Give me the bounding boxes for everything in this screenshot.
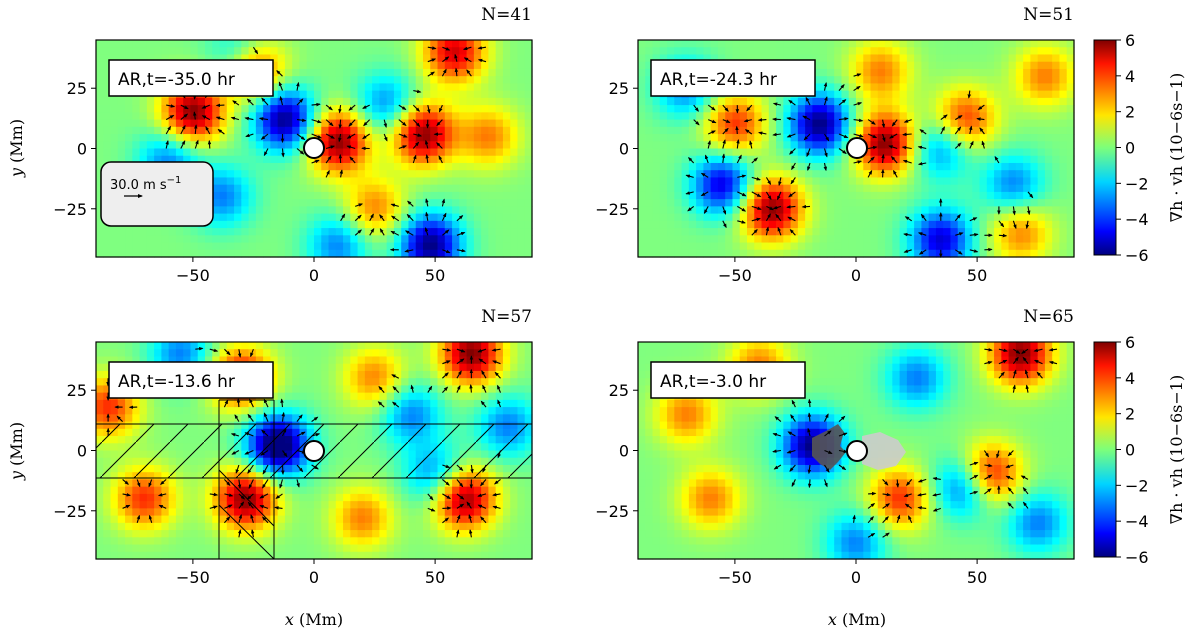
y-tick-label: 25 bbox=[609, 79, 629, 98]
x-tick-label: 0 bbox=[309, 568, 319, 587]
colorbar-tick-label: 0 bbox=[1125, 441, 1135, 460]
y-tick-label: −25 bbox=[595, 502, 629, 521]
panel-2: N=51 AR,t=-24.3 hr −50 0 50 25 0 −25 bbox=[595, 5, 1074, 285]
y-tick-label: 0 bbox=[619, 140, 629, 159]
x-tick-label: 50 bbox=[425, 568, 445, 587]
panel-1-annotation: AR,t=-35.0 hr bbox=[118, 70, 235, 90]
y-tick-label: 0 bbox=[77, 140, 87, 159]
panel-3-ylabel: y (Mm) bbox=[7, 422, 26, 481]
y-tick-label: 0 bbox=[619, 442, 629, 461]
x-tick-label: 50 bbox=[425, 266, 445, 285]
colorbar-tick-label: −2 bbox=[1125, 174, 1149, 193]
panel-4-xlabel: x (Mm) bbox=[828, 610, 886, 629]
y-tick-label: 0 bbox=[77, 442, 87, 461]
panel-4-annotation: AR,t=-3.0 hr bbox=[660, 372, 766, 392]
colorbar-tick-label: −6 bbox=[1125, 246, 1149, 265]
y-tick-label: 25 bbox=[67, 381, 87, 400]
panel-1-n-label: N=41 bbox=[481, 5, 532, 25]
x-tick-label: −50 bbox=[176, 266, 210, 285]
x-tick-label: 50 bbox=[967, 568, 987, 587]
colorbar-tick-label: 4 bbox=[1125, 67, 1135, 86]
y-tick-label: −25 bbox=[595, 200, 629, 219]
y-tick-label: −25 bbox=[53, 502, 87, 521]
x-tick-label: −50 bbox=[176, 568, 210, 587]
colorbar-top: 6 4 2 0 −2 −4 −6 ∇h · vh (10−6s−1) bbox=[1094, 31, 1186, 265]
colorbar-label: ∇h · vh (10−6s−1) bbox=[1167, 375, 1186, 524]
panel-4-n-label: N=65 bbox=[1023, 307, 1074, 327]
colorbar-tick-label: 6 bbox=[1125, 31, 1135, 50]
colorbar-tick-label: 2 bbox=[1125, 103, 1135, 122]
colorbar-tick-label: −6 bbox=[1125, 548, 1149, 567]
colorbar-tick-label: 2 bbox=[1125, 405, 1135, 424]
colorbar-bottom: 6 4 2 0 −2 −4 −6 ∇h · vh (10−6s−1) bbox=[1094, 333, 1186, 567]
panel-1-sunspot-marker bbox=[304, 138, 324, 158]
reference-arrow-box bbox=[101, 162, 213, 226]
panel-2-n-label: N=51 bbox=[1023, 5, 1074, 25]
x-tick-label: −50 bbox=[718, 568, 752, 587]
y-tick-label: −25 bbox=[53, 200, 87, 219]
y-tick-label: 25 bbox=[67, 79, 87, 98]
x-tick-label: 50 bbox=[967, 266, 987, 285]
panel-3-sunspot-marker bbox=[304, 441, 324, 461]
panel-3-annotation: AR,t=-13.6 hr bbox=[118, 372, 235, 392]
x-tick-label: 0 bbox=[309, 266, 319, 285]
y-tick-label: 25 bbox=[609, 381, 629, 400]
colorbar-tick-label: −4 bbox=[1125, 512, 1149, 531]
panel-2-sunspot-marker bbox=[847, 138, 867, 158]
colorbar-tick-label: 4 bbox=[1125, 369, 1135, 388]
colorbar-tick-label: 6 bbox=[1125, 333, 1135, 352]
x-tick-label: 0 bbox=[851, 266, 861, 285]
colorbar-label: ∇h · vh (10−6s−1) bbox=[1167, 73, 1186, 222]
panel-3-xlabel: x (Mm) bbox=[285, 610, 343, 629]
colorbar-tick-label: −4 bbox=[1125, 210, 1149, 229]
panel-4: N=65 AR,t=-3.0 hr −50 0 50 25 0 −25 x (Mm) bbox=[595, 307, 1074, 629]
colorbar-tick-label: 0 bbox=[1125, 139, 1135, 158]
x-tick-label: −50 bbox=[718, 266, 752, 285]
panel-3: N=57 AR,t=-13.6 hr −50 0 50 25 0 −25 y (Mm) x… bbox=[7, 307, 533, 629]
panel-2-annotation: AR,t=-24.3 hr bbox=[660, 70, 777, 90]
panel-4-sunspot-marker bbox=[847, 441, 867, 461]
panel-1-ylabel: y (Mm) bbox=[7, 119, 26, 178]
x-tick-label: 0 bbox=[851, 568, 861, 587]
panel-3-n-label: N=57 bbox=[481, 307, 532, 327]
colorbar-tick-label: −2 bbox=[1125, 476, 1149, 495]
